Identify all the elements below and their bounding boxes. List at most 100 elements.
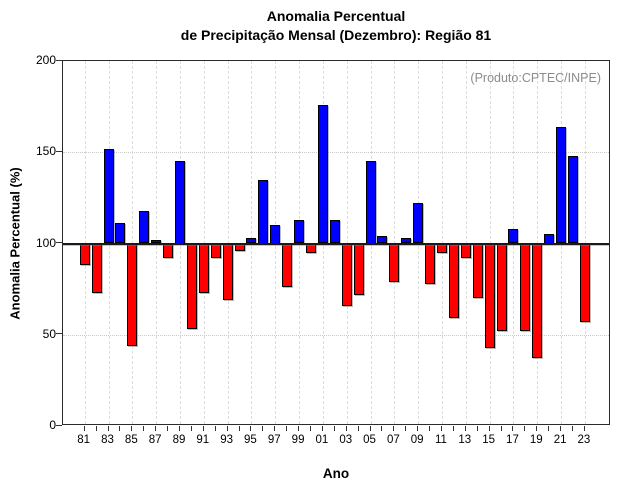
x-tick (500, 426, 502, 431)
x-tick (357, 426, 359, 431)
x-tick (345, 426, 347, 431)
bar-1997 (270, 225, 281, 244)
bar-1991 (198, 243, 209, 293)
x-tick (131, 426, 133, 431)
bar-2014 (472, 243, 483, 299)
x-tick-label: 07 (386, 434, 400, 446)
x-tick (190, 426, 192, 431)
x-tick (524, 426, 526, 431)
x-tick (226, 426, 228, 431)
bar-1984 (115, 223, 126, 244)
x-tick-label: 23 (577, 434, 591, 446)
y-tick (56, 424, 62, 426)
x-tick-label: 95 (244, 434, 257, 446)
bar-2011 (437, 243, 447, 253)
horizontal-gridline (63, 334, 609, 336)
x-tick-label: 93 (220, 434, 233, 446)
plot-area: (Produto:CPTEC/INPE) (62, 60, 610, 425)
x-tick (83, 426, 85, 431)
x-axis-title: Ano (322, 466, 350, 481)
x-tick-label: 83 (101, 434, 114, 446)
x-tick (107, 426, 109, 431)
x-tick (214, 426, 216, 431)
x-tick-label: 01 (315, 434, 329, 446)
x-tick (119, 426, 121, 431)
x-tick (560, 426, 562, 431)
y-tick-label: 50 (42, 326, 56, 341)
x-tick (286, 426, 288, 431)
x-tick (298, 426, 300, 431)
bar-2007 (389, 243, 400, 282)
x-tick-label: 21 (553, 434, 567, 446)
x-tick (155, 426, 157, 431)
x-tick (167, 426, 169, 431)
x-tick-label: 09 (410, 434, 424, 446)
bar-1985 (127, 243, 138, 346)
x-tick-label: 15 (482, 434, 496, 446)
bar-2005 (365, 161, 376, 244)
bar-2015 (484, 243, 495, 348)
x-tick (238, 426, 240, 431)
source-annotation: (Produto:CPTEC/INPE) (470, 71, 601, 85)
x-tick-label: 81 (77, 434, 91, 446)
bar-2013 (460, 243, 471, 259)
bar-2022 (568, 155, 578, 244)
x-tick-label: 13 (458, 434, 472, 446)
x-tick (417, 426, 419, 431)
bar-1981 (79, 243, 90, 266)
y-tick (56, 242, 62, 243)
x-tick (488, 426, 490, 431)
bar-1982 (91, 243, 102, 293)
bar-1989 (174, 161, 185, 244)
bar-1986 (139, 210, 150, 244)
y-tick-label: 0 (49, 418, 56, 432)
x-tick (583, 426, 585, 431)
x-tick (512, 426, 514, 431)
x-tick-label: 19 (529, 434, 543, 446)
bar-2010 (425, 243, 436, 284)
x-tick (178, 426, 180, 431)
y-tick-label: 200 (35, 53, 56, 67)
chart-title-line2: de Precipitação Mensal (Dezembro): Regiã… (180, 27, 492, 43)
bar-2019 (532, 243, 543, 359)
x-tick-label: 87 (148, 434, 162, 446)
x-tick-label: 85 (124, 434, 138, 446)
y-tick (56, 59, 62, 61)
bar-2021 (556, 126, 567, 244)
x-tick (333, 426, 335, 431)
x-tick (95, 426, 97, 431)
x-tick (464, 426, 466, 431)
y-tick (56, 333, 62, 335)
bar-2017 (508, 228, 519, 244)
baseline-100 (63, 242, 609, 245)
bar-1990 (186, 243, 197, 330)
x-tick (429, 426, 431, 431)
x-tick (476, 426, 478, 431)
x-tick (250, 426, 252, 431)
bar-2023 (579, 243, 590, 322)
x-tick (536, 426, 538, 431)
x-tick (202, 426, 204, 431)
bar-2004 (353, 243, 364, 295)
bar-2000 (305, 243, 316, 253)
x-tick (548, 426, 550, 431)
x-tick (441, 426, 442, 431)
x-tick (405, 426, 407, 431)
bar-2002 (329, 219, 340, 244)
y-tick (56, 150, 62, 152)
x-tick (143, 426, 145, 431)
bar-1996 (258, 179, 269, 244)
bar-2003 (341, 243, 352, 306)
bar-1988 (163, 243, 174, 259)
x-tick-label: 99 (291, 434, 305, 446)
bar-2001 (317, 104, 328, 244)
y-tick-label: 150 (35, 144, 56, 159)
x-tick-label: 17 (506, 434, 519, 446)
x-tick-label: 91 (196, 434, 210, 446)
x-tick (572, 426, 573, 431)
bar-1994 (234, 243, 245, 251)
bar-1993 (222, 243, 233, 301)
x-tick (321, 426, 323, 431)
x-tick-label: 97 (267, 434, 281, 446)
